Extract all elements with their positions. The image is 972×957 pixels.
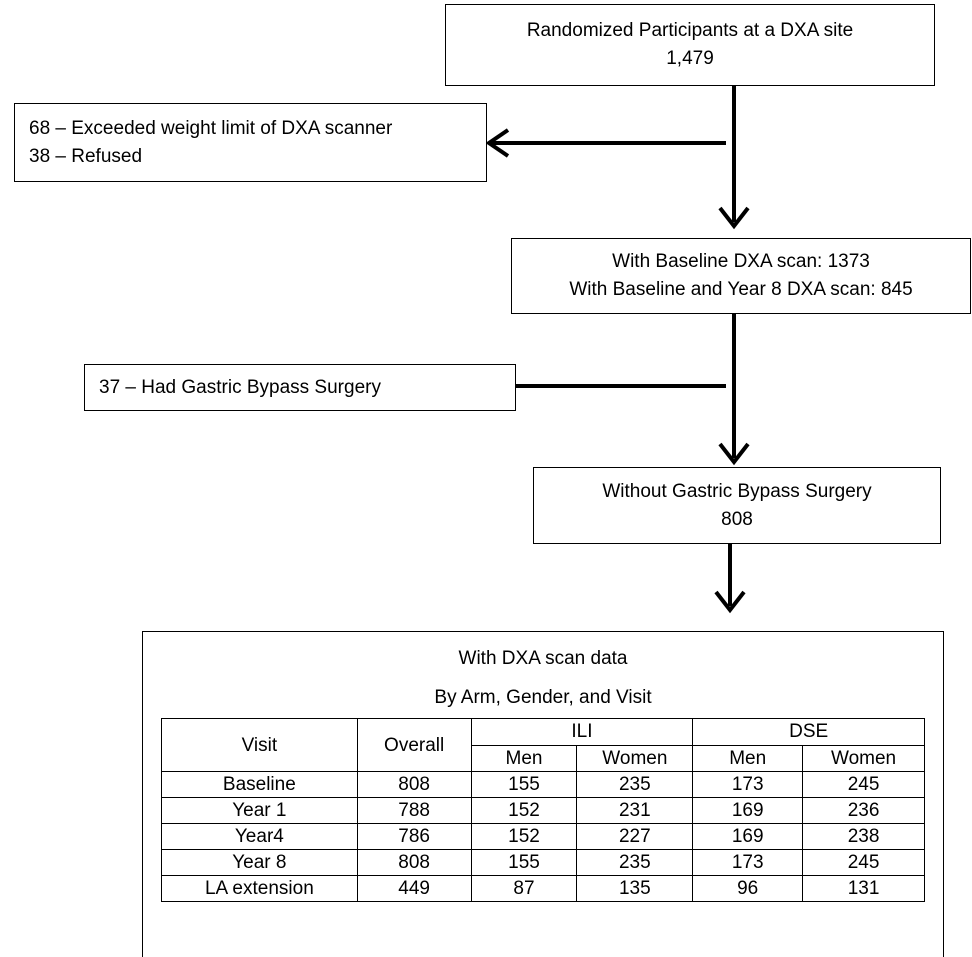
cell-ili-men: 155 <box>470 849 578 876</box>
cell-dse-women: 131 <box>802 875 925 902</box>
header-ili-women: Women <box>576 744 694 772</box>
header-dse: DSE <box>692 718 925 746</box>
without-gbs-count: 808 <box>721 508 753 530</box>
cell-dse-men: 173 <box>692 849 804 876</box>
without-gastric-bypass-box: Without Gastric Bypass Surgery 808 <box>533 467 941 544</box>
randomized-label: Randomized Participants at a DXA site <box>526 20 854 41</box>
table-row: LA extension 449 87 135 96 131 <box>161 875 925 902</box>
table-row: Year 8 808 155 235 173 245 <box>161 849 925 876</box>
header-overall: Overall <box>356 718 472 772</box>
header-ili: ILI <box>470 718 694 746</box>
cell-ili-women: 235 <box>576 849 694 876</box>
cell-dse-women: 238 <box>802 823 925 850</box>
cell-dse-men: 169 <box>692 823 804 850</box>
cell-visit: LA extension <box>161 875 358 902</box>
cell-visit: Baseline <box>161 771 358 798</box>
baseline-scan-count: With Baseline DXA scan: 1373 <box>612 251 870 272</box>
table-row: Year 1 788 152 231 169 236 <box>161 797 925 824</box>
arrowhead-down <box>714 590 746 614</box>
excluded-box-2: 37 – Had Gastric Bypass Surgery <box>84 364 516 411</box>
arrowhead-down <box>718 442 750 466</box>
cell-dse-men: 96 <box>692 875 804 902</box>
arrowhead-down <box>718 206 750 230</box>
cell-visit: Year 8 <box>161 849 358 876</box>
excluded-box-1: 68 – Exceeded weight limit of DXA scanne… <box>14 103 487 182</box>
cell-ili-men: 152 <box>470 823 578 850</box>
dxa-scan-data-box: With DXA scan data By Arm, Gender, and V… <box>142 631 944 957</box>
cell-dse-men: 169 <box>692 797 804 824</box>
table-row: Baseline 808 155 235 173 245 <box>161 771 925 798</box>
cell-ili-women: 135 <box>576 875 694 902</box>
cell-ili-women: 227 <box>576 823 694 850</box>
excluded-weight-limit: 68 – Exceeded weight limit of DXA scanne… <box>29 117 393 139</box>
cell-ili-men: 87 <box>470 875 578 902</box>
cell-ili-women: 235 <box>576 771 694 798</box>
cell-ili-men: 155 <box>470 771 578 798</box>
header-ili-men: Men <box>470 744 578 772</box>
header-dse-women: Women <box>802 744 925 772</box>
cell-overall: 788 <box>356 797 472 824</box>
cell-ili-men: 152 <box>470 797 578 824</box>
baseline-dxa-box: With Baseline DXA scan: 1373 With Baseli… <box>511 238 971 314</box>
cell-ili-women: 231 <box>576 797 694 824</box>
cell-overall: 808 <box>356 771 472 798</box>
randomized-count: 1,479 <box>666 48 714 69</box>
final-box-title: With DXA scan data <box>458 648 628 669</box>
cell-visit: Year 1 <box>161 797 358 824</box>
randomized-participants-box: Randomized Participants at a DXA site 1,… <box>445 4 935 86</box>
cell-dse-women: 245 <box>802 849 925 876</box>
final-box-subtitle: By Arm, Gender, and Visit <box>434 687 652 708</box>
header-visit: Visit <box>161 718 358 772</box>
baseline-year8-scan-count: With Baseline and Year 8 DXA scan: 845 <box>569 279 913 300</box>
dxa-data-table: Visit Overall ILI DSE Men Women Men Wome… <box>161 718 925 902</box>
without-gbs-label: Without Gastric Bypass Surgery <box>602 480 872 502</box>
header-dse-men: Men <box>692 744 804 772</box>
cell-dse-women: 236 <box>802 797 925 824</box>
cell-overall: 808 <box>356 849 472 876</box>
excluded-refused: 38 – Refused <box>29 145 143 167</box>
cell-dse-women: 245 <box>802 771 925 798</box>
table-header-row: Visit Overall ILI DSE <box>161 718 925 772</box>
arrowhead-left <box>485 128 510 158</box>
table-row: Year4 786 152 227 169 238 <box>161 823 925 850</box>
cell-overall: 449 <box>356 875 472 902</box>
cell-visit: Year4 <box>161 823 358 850</box>
cell-dse-men: 173 <box>692 771 804 798</box>
cell-overall: 786 <box>356 823 472 850</box>
excluded-gastric-bypass: 37 – Had Gastric Bypass Surgery <box>99 376 381 398</box>
